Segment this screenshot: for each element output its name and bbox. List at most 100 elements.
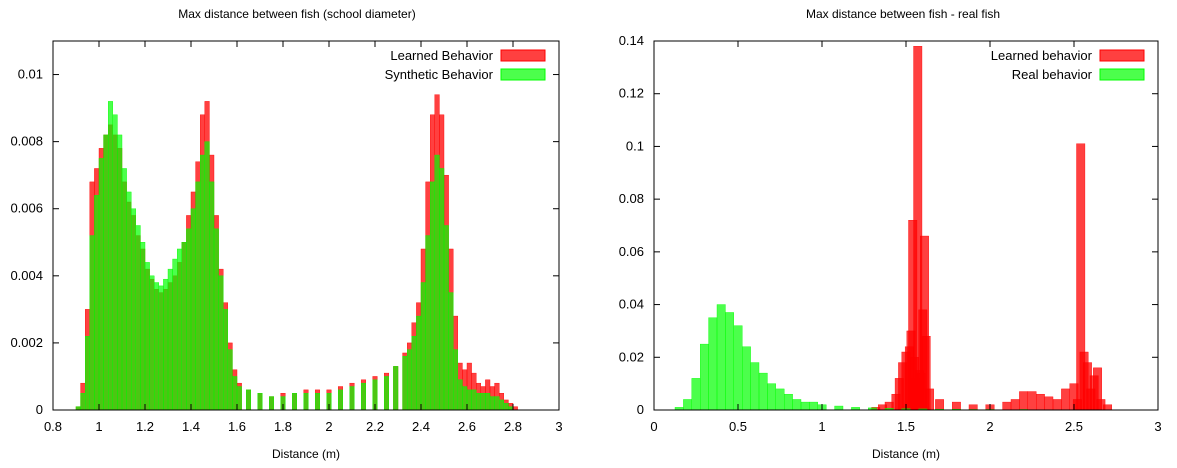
- histogram-bar: [349, 386, 355, 411]
- histogram-bar: [315, 393, 321, 411]
- histogram-bar: [480, 393, 486, 411]
- x-tick-label: 2.4: [412, 419, 430, 434]
- x-tick-label: 1.5: [897, 419, 915, 434]
- histogram-bar: [75, 406, 81, 411]
- histogram-school-diameter: Max distance between fish (school diamet…: [10, 7, 562, 461]
- chart-title: Max distance between fish - real fish: [806, 7, 1000, 21]
- histogram-bar: [952, 401, 961, 411]
- x-tick-label: 1.4: [182, 419, 200, 434]
- histogram-bar: [767, 383, 776, 411]
- y-tick-label: 0.006: [10, 201, 43, 216]
- histogram-bar: [691, 378, 701, 411]
- legend-label: Synthetic Behavior: [385, 67, 494, 82]
- histogram-bar: [176, 248, 182, 411]
- x-tick-label: 1.6: [228, 419, 246, 434]
- histogram-bar: [167, 268, 173, 411]
- histogram-bar: [420, 282, 426, 411]
- histogram-bar: [1044, 396, 1054, 411]
- chart-title: Max distance between fish (school diamet…: [178, 7, 415, 21]
- x-tick-label: 2: [986, 419, 993, 434]
- histogram-bar: [416, 315, 422, 411]
- histogram-bar: [453, 349, 459, 411]
- histogram-bar: [1002, 401, 1012, 411]
- histogram-bar: [466, 389, 472, 411]
- y-tick-label: 0.06: [619, 244, 644, 259]
- histogram-bar: [144, 262, 150, 411]
- histogram-bar: [94, 195, 100, 411]
- y-tick-label: 0.002: [10, 335, 43, 350]
- histogram-bar: [443, 225, 449, 411]
- x-tick-label: 1.8: [274, 419, 292, 434]
- histogram-bar: [434, 154, 440, 411]
- histogram-bar: [393, 366, 399, 411]
- histogram-bar: [209, 181, 215, 411]
- histogram-bar: [499, 399, 505, 411]
- x-tick-label: 3: [1154, 419, 1161, 434]
- histogram-bar: [199, 154, 205, 411]
- histogram-bar: [1061, 388, 1070, 411]
- histogram-bar: [462, 386, 468, 411]
- histogram-bar: [800, 401, 810, 411]
- x-tick-label: 0.5: [729, 419, 747, 434]
- y-tick-label: 0.1: [626, 138, 644, 153]
- histogram-bar: [218, 275, 224, 411]
- legend-swatch: [500, 68, 546, 81]
- x-tick-label: 2.8: [504, 419, 522, 434]
- x-axis-label: Distance (m): [872, 447, 940, 461]
- histogram-bar: [245, 389, 251, 411]
- legend-swatch: [500, 49, 546, 62]
- histogram-bar: [292, 393, 298, 411]
- histogram-bar: [425, 235, 431, 411]
- histogram-bar: [236, 386, 242, 411]
- histogram-bar: [1052, 399, 1062, 411]
- histogram-bar: [89, 235, 95, 411]
- histogram-bar: [925, 388, 934, 411]
- histogram-bar: [338, 389, 344, 411]
- histogram-bar: [439, 168, 445, 411]
- histogram-bar: [158, 285, 164, 411]
- histogram-bar: [222, 309, 228, 411]
- histogram-bar: [503, 403, 509, 411]
- y-tick-label: 0.02: [619, 349, 644, 364]
- histogram-bar: [1027, 391, 1037, 411]
- histogram-bar: [172, 258, 178, 411]
- histogram-bar: [80, 393, 86, 411]
- histogram-bar: [126, 191, 132, 411]
- x-tick-label: 2.6: [458, 419, 476, 434]
- histogram-bar: [683, 399, 693, 411]
- x-tick-label: 3: [555, 419, 562, 434]
- histogram-bar: [448, 292, 454, 411]
- x-axis-label: Distance (m): [272, 447, 340, 461]
- histogram-bar: [430, 181, 436, 411]
- histogram-bar: [1036, 393, 1045, 411]
- histogram-bar: [411, 336, 417, 411]
- histogram-bar: [489, 396, 495, 411]
- histogram-bar: [407, 349, 413, 411]
- histogram-bar: [699, 343, 709, 411]
- histogram-bar: [181, 242, 187, 411]
- y-tick-label: 0.008: [10, 134, 43, 149]
- x-tick-label: 2: [325, 419, 332, 434]
- x-tick-label: 0: [650, 419, 657, 434]
- histogram-bar: [117, 134, 123, 411]
- y-tick-label: 0: [36, 402, 43, 417]
- x-tick-label: 2.5: [1065, 419, 1083, 434]
- histogram-bar: [112, 114, 118, 411]
- histogram-bar: [508, 406, 514, 411]
- histogram-bar: [103, 134, 109, 411]
- histogram-bar: [204, 141, 210, 411]
- legend-label: Learned Behavior: [390, 48, 493, 63]
- histogram-bar: [968, 404, 978, 411]
- histogram-bar: [163, 278, 169, 411]
- histogram-bar: [750, 362, 760, 411]
- histogram-bar: [512, 406, 518, 411]
- histogram-bar: [227, 349, 233, 411]
- histogram-bar: [494, 396, 500, 411]
- histogram-bar: [232, 376, 238, 411]
- y-tick-label: 0.08: [619, 191, 644, 206]
- histogram-bar: [257, 393, 263, 411]
- histogram-bar: [485, 393, 491, 411]
- legend-label: Learned behavior: [991, 48, 1093, 63]
- histogram-bar: [1010, 399, 1020, 411]
- histogram-bar: [153, 282, 159, 411]
